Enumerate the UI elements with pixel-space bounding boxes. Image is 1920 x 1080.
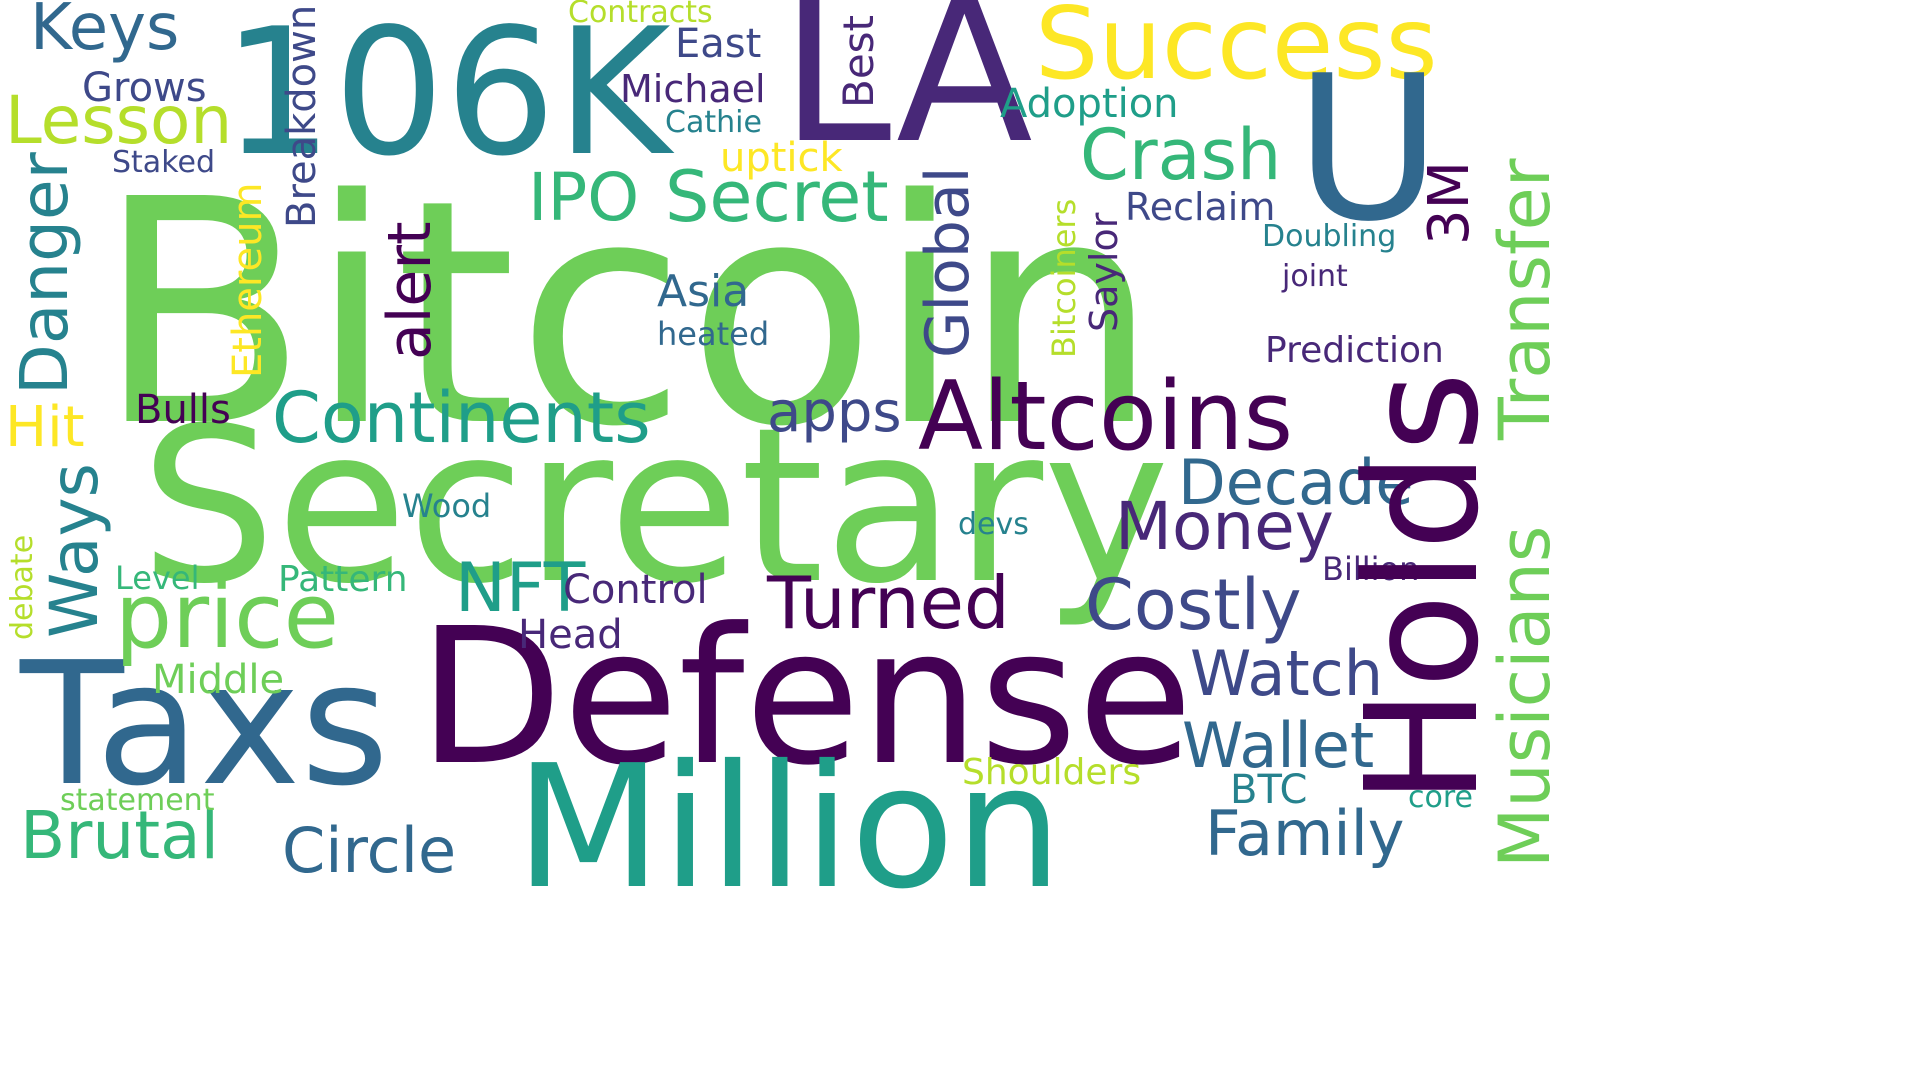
word-million: Million <box>515 729 1063 927</box>
word-costly: Costly <box>1085 564 1302 646</box>
word-saylor: Saylor <box>1082 212 1126 332</box>
word-taxs: Taxs <box>20 626 390 824</box>
word-106k: 106K <box>222 0 671 195</box>
word-price: price <box>115 564 339 669</box>
word-continents: Continents <box>272 377 651 459</box>
word-lesson: Lesson <box>5 82 233 159</box>
word-statement: statement <box>60 783 215 818</box>
word-staked: Staked <box>112 145 215 180</box>
word-turned: Turned <box>767 561 1010 645</box>
word-pattern: Pattern <box>278 559 408 600</box>
word-ipo: IPO <box>528 159 640 236</box>
word-crash: Crash <box>1080 114 1282 196</box>
word-circle: Circle <box>282 814 457 887</box>
word-defense: Defense <box>418 588 1194 807</box>
word-contracts: Contracts <box>568 0 713 30</box>
word-uptick: uptick <box>720 135 843 181</box>
word-hit: Hit <box>5 395 85 460</box>
word-ethereum: Ethereum <box>225 182 271 378</box>
word-alert: alert <box>375 221 445 360</box>
word-danger: Danger <box>6 152 83 395</box>
word-global: Global <box>913 166 983 358</box>
word-nft: NFT <box>455 549 586 628</box>
word-keys: Keys <box>30 0 180 65</box>
word-ways: Ways <box>36 463 113 638</box>
word-breakdown: Breakdown <box>279 4 325 228</box>
word-family: Family <box>1205 797 1405 870</box>
word-level: Level <box>115 559 200 597</box>
word-grows: Grows <box>82 65 207 111</box>
word-secret: Secret <box>665 156 889 238</box>
word-wood: Wood <box>402 487 492 525</box>
word-bulls: Bulls <box>135 387 231 433</box>
word-reclaim: Reclaim <box>1125 185 1276 229</box>
word-brutal: Brutal <box>20 797 219 874</box>
word-bitcoiners: Bitcoiners <box>1045 198 1083 358</box>
word-money: Money <box>1115 488 1334 565</box>
word-adoption: Adoption <box>1000 81 1179 127</box>
word-billion: Billion <box>1322 550 1420 588</box>
word-altcoins: Altcoins <box>918 362 1294 472</box>
word-apps: apps <box>767 380 902 445</box>
word-east: East <box>675 21 762 67</box>
word-prediction: Prediction <box>1265 330 1444 371</box>
word-heated: heated <box>657 315 770 353</box>
word-middle: Middle <box>152 657 285 703</box>
word-decade: Decade <box>1178 446 1414 519</box>
word-cathie: Cathie <box>665 105 762 140</box>
word-secretary: Secretary <box>140 382 1170 631</box>
word-la: LA <box>780 0 1033 188</box>
word-holds: Holds <box>1332 371 1513 805</box>
word-joint: joint <box>1282 259 1348 294</box>
word-bitcoin: Bitcoin <box>96 134 1160 495</box>
word-core: core <box>1408 780 1473 815</box>
word-devs: devs <box>958 507 1029 542</box>
word-shoulders: Shoulders <box>962 752 1142 793</box>
word-head: Head <box>518 612 623 658</box>
word-michael: Michael <box>620 67 766 111</box>
word-debate: debate <box>5 534 40 640</box>
word-musicians: Musicians <box>1484 525 1566 868</box>
word-control: Control <box>563 567 708 613</box>
word-success: Success <box>1035 0 1438 102</box>
word-doubling: Doubling <box>1262 219 1397 254</box>
word-btc: BTC <box>1230 767 1308 813</box>
word-wallet: Wallet <box>1182 709 1375 782</box>
word-transfer: Transfer <box>1484 158 1566 440</box>
word-watch: Watch <box>1190 637 1384 710</box>
word-3m: 3M <box>1417 161 1482 245</box>
word-u: U <box>1295 33 1442 266</box>
word-asia: Asia <box>657 266 750 317</box>
word-best: Best <box>834 14 883 108</box>
